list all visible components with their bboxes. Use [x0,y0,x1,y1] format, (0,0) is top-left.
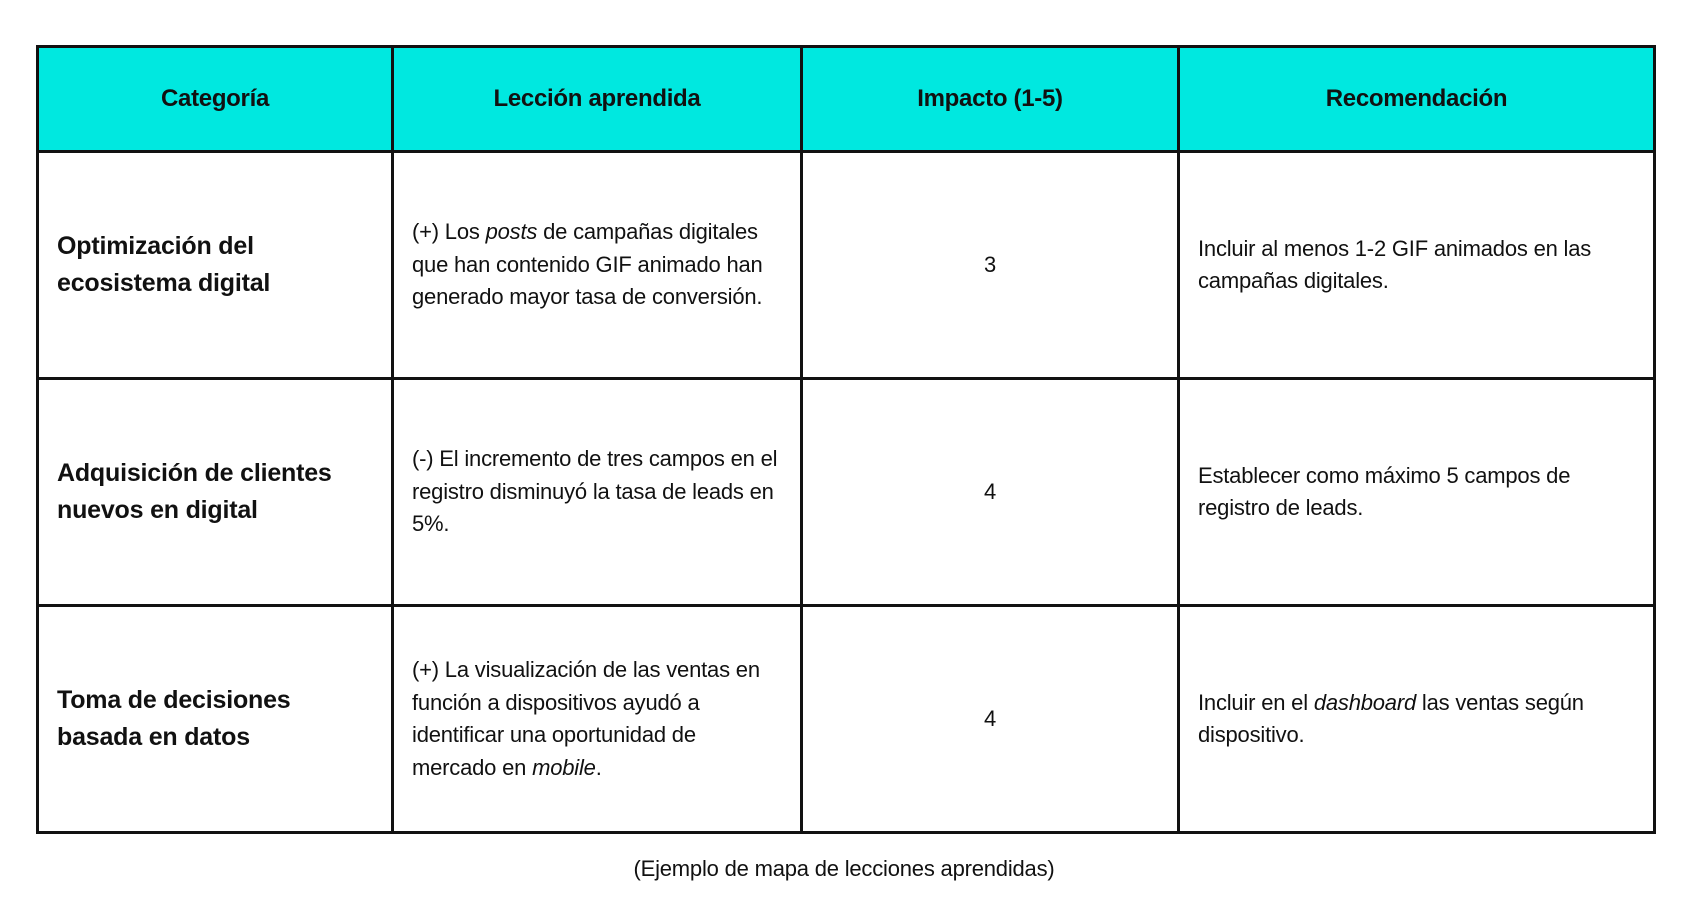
category-cell: Toma de decisiones basada en datos [36,604,394,834]
rec-text: Incluir al menos 1-2 GIF animados en las… [1198,235,1592,294]
table-caption: (Ejemplo de mapa de lecciones aprendidas… [633,856,1055,881]
recommendation-cell: Incluir al menos 1-2 GIF animados en las… [1177,150,1656,380]
category-cell: Optimización del ecosistema digital [36,150,394,380]
lesson-text: (+) La visualización de las ventas en fu… [412,657,760,780]
lesson-cell: (+) La visualización de las ventas en fu… [391,604,803,834]
lessons-learned-table: Categoría Lección aprendida Impacto (1-5… [36,45,1656,834]
lesson-cell: (+) Los posts de campañas digitales que … [391,150,803,380]
lesson-text: . [595,754,602,780]
table-row: Optimización del ecosistema digital (+) … [36,150,1656,380]
lesson-cell: (-) El incremento de tres campos en el r… [391,377,803,607]
lesson-text: de campañas digitales que han contenido … [412,219,763,310]
lesson-text: (+) Los [412,219,486,245]
impact-cell: 4 [800,604,1180,834]
header-lesson: Lección aprendida [391,45,803,153]
impact-cell: 3 [800,150,1180,380]
header-row: Categoría Lección aprendida Impacto (1-5… [36,45,1656,153]
table-row: Adquisición de clientes nuevos en digita… [36,377,1656,607]
header-category: Categoría [36,45,394,153]
table-row: Toma de decisiones basada en datos (+) L… [36,604,1656,834]
category-cell: Adquisición de clientes nuevos en digita… [36,377,394,607]
rec-emphasis: dashboard [1313,689,1417,715]
rec-text: Establecer como máximo 5 campos de regis… [1198,462,1571,521]
recommendation-cell: Establecer como máximo 5 campos de regis… [1177,377,1656,607]
header-recommendation: Recomendación [1177,45,1656,153]
rec-text: las ventas según dispositivo. [1198,689,1584,748]
rec-text: Incluir en el [1198,689,1314,715]
lesson-emphasis: posts [485,219,538,245]
lesson-emphasis: mobile [532,754,596,780]
lesson-text: (-) El incremento de tres campos en el r… [412,446,778,537]
recommendation-cell: Incluir en el dashboard las ventas según… [1177,604,1656,834]
header-impact: Impacto (1-5) [800,45,1180,153]
impact-cell: 4 [800,377,1180,607]
